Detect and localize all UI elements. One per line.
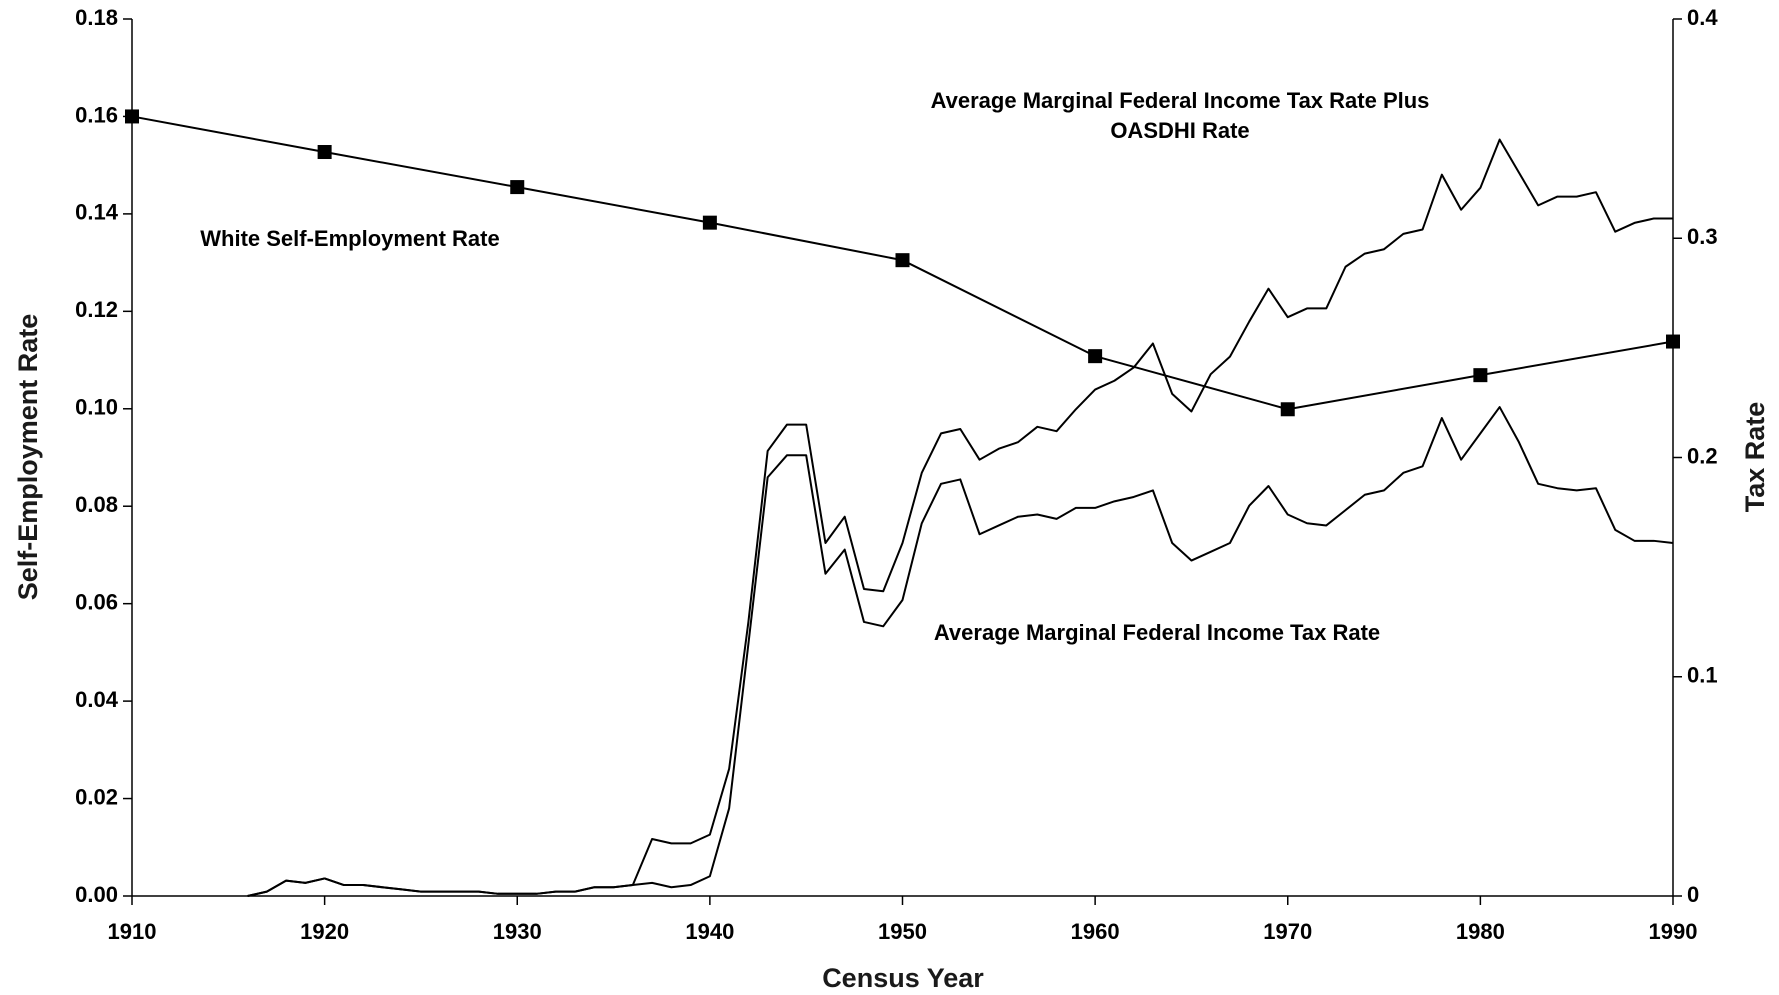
marker [1666, 334, 1680, 349]
x-tick-label: 1920 [300, 919, 349, 944]
y-tick-label: 0.08 [75, 492, 118, 517]
y-tick-label: 0.12 [75, 297, 118, 322]
y-tick-label: 0.04 [75, 687, 119, 712]
y2-tick-label: 0.4 [1687, 5, 1718, 30]
x-tick-label: 1930 [493, 919, 542, 944]
y2-tick-label: 0.1 [1687, 663, 1718, 688]
x-tick-label: 1980 [1456, 919, 1505, 944]
marker [125, 109, 139, 124]
series-label: Average Marginal Federal Income Tax Rate… [930, 88, 1430, 143]
series-line [247, 138, 1673, 897]
series-label: White Self-Employment Rate [200, 226, 500, 251]
x-tick-label: 1940 [685, 919, 734, 944]
y-axis-label: Self-Employment Rate [13, 314, 43, 601]
x-tick-label: 1950 [878, 919, 927, 944]
marker [1280, 402, 1295, 417]
y2-tick-label: 0 [1687, 882, 1699, 907]
y-tick-label: 0.14 [75, 200, 119, 225]
x-tick-label: 1990 [1649, 919, 1698, 944]
y2-axis-label: Tax Rate [1740, 402, 1770, 513]
marker [1473, 368, 1488, 383]
y-tick-label: 0.10 [75, 395, 118, 420]
y-tick-label: 0.02 [75, 784, 118, 809]
marker [510, 180, 525, 195]
x-axis-label: Census Year [822, 963, 984, 993]
y2-tick-label: 0.3 [1687, 224, 1718, 249]
y-tick-label: 0.18 [75, 5, 118, 30]
x-tick-label: 1970 [1263, 919, 1312, 944]
series-label: Average Marginal Federal Income Tax Rate [933, 620, 1381, 645]
marker [317, 145, 332, 160]
marker [702, 215, 717, 230]
y-tick-label: 0.06 [75, 589, 118, 614]
x-tick-label: 1910 [108, 919, 157, 944]
series-line [247, 406, 1674, 897]
y-tick-label: 0.00 [75, 882, 118, 907]
marker [895, 253, 910, 268]
y2-tick-label: 0.2 [1687, 443, 1718, 468]
marker [1088, 349, 1103, 364]
y-tick-label: 0.16 [75, 102, 118, 127]
x-tick-label: 1960 [1071, 919, 1120, 944]
